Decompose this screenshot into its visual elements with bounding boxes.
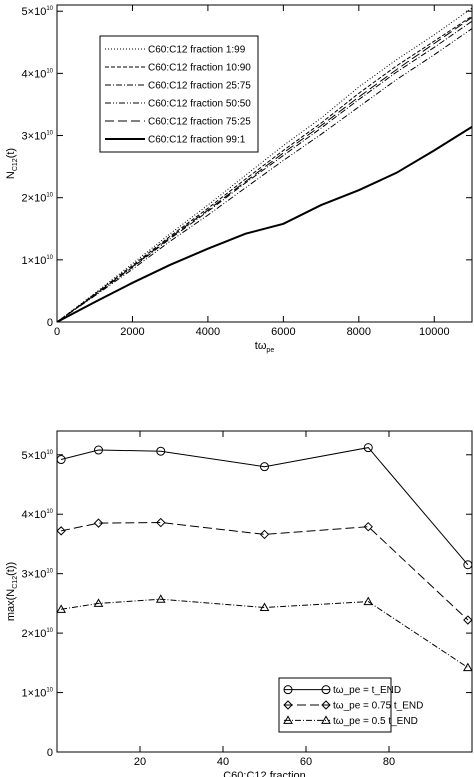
legend-label-5: C60:C12 fraction 75:25 (148, 117, 251, 128)
y-tick-label: 1×1010 (22, 255, 54, 267)
legend-marker (321, 685, 331, 695)
legend-box (99, 35, 259, 153)
y-tick-label: 0 (47, 747, 53, 759)
legend-marker (321, 715, 331, 724)
x-tick-label: 20 (134, 756, 146, 768)
y-tick-label: 0 (47, 317, 53, 329)
legend-label-1: C60:C12 fraction 1:99 (148, 45, 246, 56)
legend-label-1: tω_pe = t_END (333, 685, 401, 696)
series-line-5 (57, 16, 472, 322)
plot-frame (56, 4, 473, 323)
series-line-4 (57, 28, 472, 322)
y-axis-title: max(NC12(t)) (5, 562, 19, 621)
legend: C60:C12 fraction 1:99 C60:C12 fraction 10… (99, 35, 259, 153)
x-tick-label: 10000 (419, 326, 450, 338)
x-tick-label: 0 (54, 326, 60, 338)
data-point (260, 462, 269, 472)
x-tick-label: 40 (217, 756, 229, 768)
data-point (94, 445, 103, 455)
series-line-2 (60, 521, 469, 621)
data-point (156, 446, 166, 456)
legend-marker (283, 715, 293, 724)
legend-marker (283, 685, 293, 695)
y-tick-label: 3×1010 (22, 131, 54, 143)
data-point (363, 521, 373, 532)
y-tick-label: 2×1010 (22, 628, 54, 640)
legend-label-4: C60:C12 fraction 50:50 (148, 99, 251, 110)
series-line-2 (57, 15, 472, 322)
data-point (463, 560, 472, 570)
series-line-3 (61, 598, 469, 669)
y-tick-label: 4×1010 (22, 509, 54, 521)
y-tick-label: 2×1010 (22, 193, 54, 205)
data-point (156, 517, 166, 528)
legend-label-2: C60:C12 fraction 10:90 (148, 63, 251, 74)
chart-max-count-vs-fraction: 20 40 60 80 0 1×1010 2×1010 3×1010 4×1010 5×1010 C… (5, 430, 473, 777)
data-point (259, 602, 270, 612)
x-tick-label: 6000 (271, 326, 295, 338)
y-tick-label: 4×1010 (22, 68, 54, 80)
legend-label-2: tω_pe = 0.75 t_END (333, 701, 423, 712)
y-tick-label: 3×1010 (22, 569, 54, 581)
series-line-1 (57, 7, 472, 322)
data-point (363, 443, 373, 453)
y-tick-label: 1×1010 (22, 688, 54, 700)
data-point (363, 596, 374, 606)
data-point (259, 529, 270, 540)
legend: tω_pe = t_END tω_pe = 0.75 t_END tω_pe = 0… (278, 677, 423, 733)
data-point (155, 594, 166, 603)
chart-cumulative-count: 0 2000 4000 6000 8000 10000 0 1×1010 2×1010 3×101… (5, 4, 473, 354)
x-axis-title: C60:C12 fraction (223, 770, 306, 777)
legend-label-6: C60:C12 fraction 99:1 (148, 135, 246, 146)
x-axis-title: tωpe (255, 340, 275, 354)
data-point (463, 615, 472, 625)
x-tick-label: 8000 (347, 326, 371, 338)
x-tick-label: 2000 (120, 326, 144, 338)
plot-area (57, 443, 472, 672)
data-point (462, 662, 472, 672)
data-point (57, 455, 66, 465)
data-point (57, 604, 67, 613)
legend-marker (283, 700, 293, 710)
y-tick-label: 5×1010 (22, 6, 54, 18)
x-tick-label: 60 (300, 756, 312, 768)
data-point (93, 598, 104, 607)
x-tick-label: 4000 (196, 326, 220, 338)
plot-frame (56, 430, 473, 753)
legend-label-3: C60:C12 fraction 25:75 (148, 81, 251, 92)
series-line-1 (60, 447, 469, 566)
plot-area (57, 7, 472, 322)
y-axis-title: NC12(t) (5, 148, 19, 179)
data-point (93, 518, 104, 528)
data-point (57, 526, 66, 536)
x-tick-label: 80 (383, 756, 395, 768)
legend-label-3: tω_pe = 0.5 t_END (333, 716, 418, 727)
series-line-6 (57, 125, 472, 322)
legend-marker (321, 700, 331, 710)
y-tick-label: 5×1010 (22, 450, 54, 462)
